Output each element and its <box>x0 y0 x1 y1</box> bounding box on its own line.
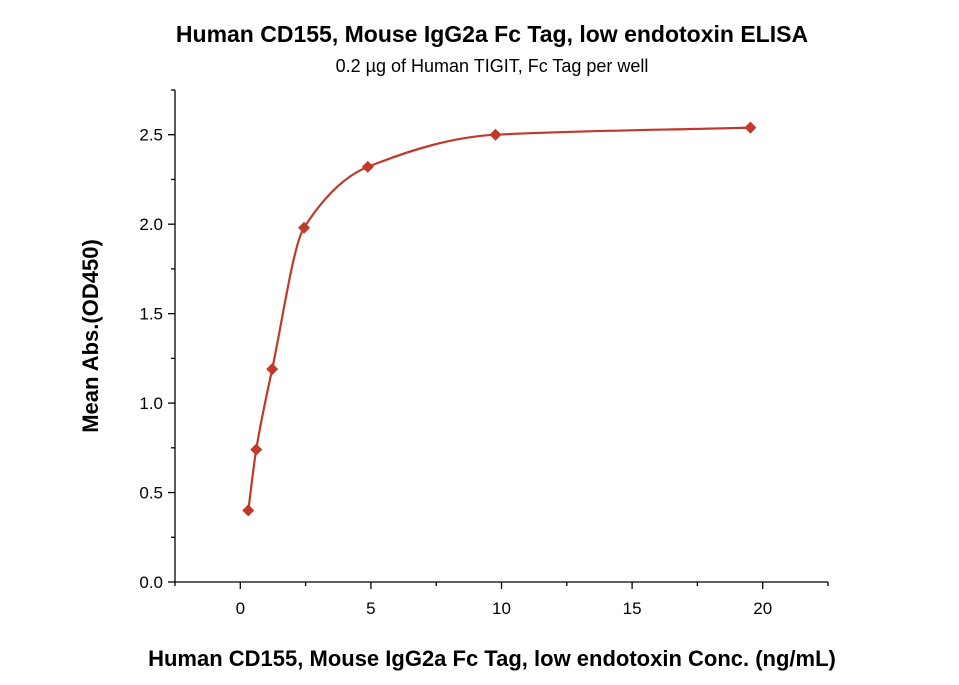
y-axis-ticks: 0.0 0.5 1.0 1.5 2.0 2.5 <box>139 89 175 592</box>
y-tick-label: 0.0 <box>139 573 163 592</box>
y-tick-label: 0.5 <box>139 484 163 503</box>
chart-title: Human CD155, Mouse IgG2a Fc Tag, low end… <box>176 21 808 47</box>
data-point <box>242 504 255 517</box>
y-tick-label: 1.0 <box>139 394 163 413</box>
x-tick-label: 5 <box>366 599 375 618</box>
chart-subtitle: 0.2 µg of Human TIGIT, Fc Tag per well <box>336 56 649 76</box>
y-tick-label: 1.5 <box>139 305 163 324</box>
x-axis-label: Human CD155, Mouse IgG2a Fc Tag, low end… <box>148 646 836 671</box>
data-point <box>489 128 502 141</box>
x-axis-ticks: 0 5 10 15 20 <box>174 582 829 618</box>
x-tick-label: 15 <box>623 599 642 618</box>
x-tick-label: 20 <box>753 599 772 618</box>
y-tick-label: 2.5 <box>139 126 163 145</box>
y-axis-label: Mean Abs.(OD450) <box>78 239 103 433</box>
x-tick-label: 10 <box>492 599 511 618</box>
data-point <box>266 363 279 376</box>
data-point <box>744 121 757 134</box>
fitted-curve <box>247 126 751 511</box>
x-tick-label: 0 <box>236 599 245 618</box>
data-point <box>361 160 374 173</box>
data-points <box>242 121 757 517</box>
data-point <box>298 221 311 234</box>
data-point <box>250 443 263 456</box>
y-tick-label: 2.0 <box>139 215 163 234</box>
